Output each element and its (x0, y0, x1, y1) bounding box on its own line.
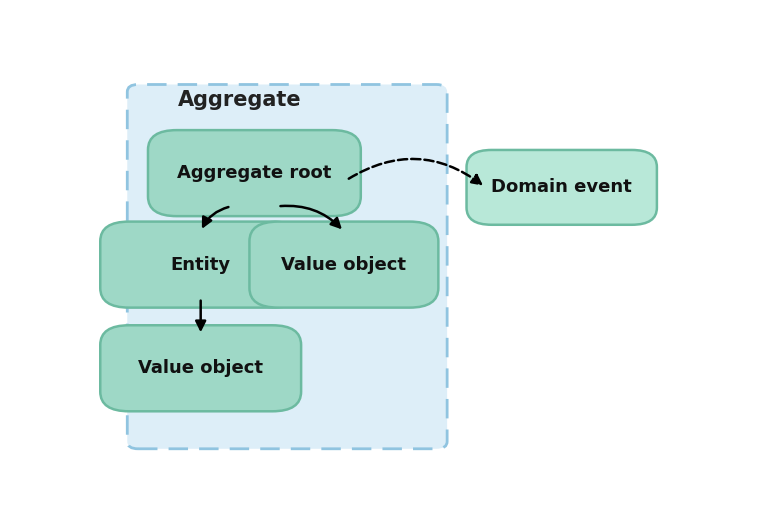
Text: Aggregate root: Aggregate root (177, 164, 332, 182)
Text: Domain event: Domain event (491, 178, 632, 196)
FancyBboxPatch shape (249, 222, 438, 308)
FancyBboxPatch shape (467, 150, 657, 225)
FancyBboxPatch shape (100, 325, 301, 411)
FancyArrowPatch shape (203, 207, 229, 227)
FancyArrowPatch shape (280, 206, 340, 228)
FancyArrowPatch shape (349, 159, 481, 184)
Text: Value object: Value object (138, 359, 263, 378)
Text: Aggregate: Aggregate (178, 90, 301, 110)
FancyBboxPatch shape (148, 130, 361, 216)
Text: Entity: Entity (171, 256, 231, 274)
FancyBboxPatch shape (100, 222, 301, 308)
Text: Value object: Value object (281, 256, 407, 274)
FancyArrowPatch shape (196, 300, 205, 329)
FancyBboxPatch shape (127, 84, 447, 449)
